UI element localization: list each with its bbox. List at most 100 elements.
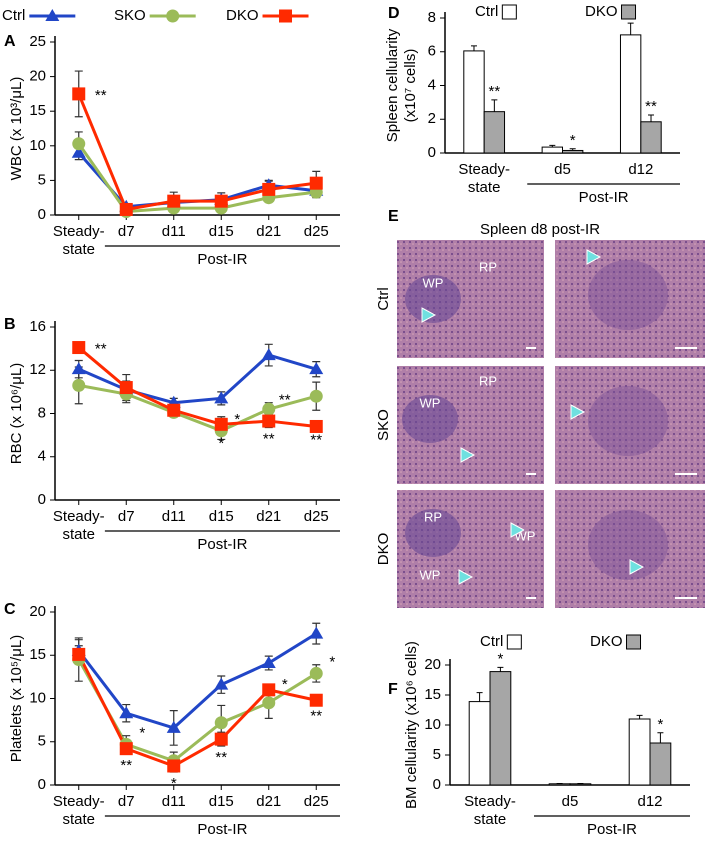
y-axis-label: (x10⁷ cells) bbox=[402, 49, 419, 123]
error-bar bbox=[477, 693, 483, 702]
bar bbox=[641, 122, 661, 153]
white-pulp bbox=[588, 510, 668, 580]
y-axis-label: Platelets (x 10⁵/μL) bbox=[8, 635, 25, 762]
data-point bbox=[72, 137, 85, 150]
y-tick-label: 0 bbox=[428, 144, 436, 161]
data-point bbox=[215, 716, 228, 729]
row-label: DKO bbox=[375, 533, 392, 566]
y-tick-label: 20 bbox=[29, 68, 46, 85]
significance: * bbox=[282, 676, 288, 693]
y-tick-label: 4 bbox=[38, 448, 46, 465]
significance: ** bbox=[310, 432, 322, 449]
region-label: WP bbox=[423, 275, 444, 290]
y-axis-label: Spleen cellularity bbox=[384, 28, 401, 142]
x-tick-label: d15 bbox=[209, 793, 234, 810]
x-tick-label: d25 bbox=[304, 508, 329, 525]
data-point bbox=[309, 627, 323, 639]
error-bar bbox=[471, 46, 477, 51]
x-tick-label: d7 bbox=[118, 793, 135, 810]
data-point bbox=[215, 733, 228, 746]
group-label: Post-IR bbox=[197, 536, 247, 553]
y-tick-label: 5 bbox=[433, 746, 441, 763]
legend-label: Ctrl bbox=[480, 633, 503, 650]
error-bar bbox=[648, 115, 654, 122]
significance: ** bbox=[95, 341, 107, 358]
bar bbox=[620, 35, 640, 153]
data-point bbox=[120, 742, 133, 755]
x-tick-label: Steady-state bbox=[458, 161, 510, 196]
x-tick-label: Steady-state bbox=[464, 793, 516, 828]
legend-label: DKO bbox=[590, 633, 623, 650]
x-tick-label: d25 bbox=[304, 793, 329, 810]
data-point bbox=[72, 648, 85, 661]
panel-label: F bbox=[388, 681, 398, 698]
data-point bbox=[167, 759, 180, 772]
x-tick-label: d11 bbox=[162, 223, 186, 240]
group-label: Post-IR bbox=[587, 821, 637, 838]
row-label: SKO bbox=[375, 409, 392, 441]
significance: ** bbox=[489, 83, 501, 100]
data-point bbox=[262, 696, 275, 709]
panel-label: E bbox=[388, 208, 399, 225]
y-tick-label: 4 bbox=[428, 76, 436, 93]
series-line bbox=[79, 654, 317, 766]
x-tick-label: d11 bbox=[162, 793, 186, 810]
x-tick-label: d21 bbox=[256, 223, 281, 240]
data-point bbox=[72, 341, 85, 354]
panel-label: B bbox=[4, 316, 16, 333]
data-point bbox=[310, 667, 323, 680]
x-tick-label: d7 bbox=[118, 223, 135, 240]
data-point bbox=[310, 390, 323, 403]
legend-label: DKO bbox=[585, 3, 618, 20]
data-point bbox=[310, 694, 323, 707]
error-bar bbox=[637, 715, 643, 719]
data-point bbox=[262, 403, 275, 416]
y-axis-label: WBC (x 10³/μL) bbox=[8, 77, 25, 181]
white-pulp bbox=[588, 260, 668, 330]
x-tick-label: d5 bbox=[554, 161, 571, 178]
data-point bbox=[215, 195, 228, 208]
panel-label: D bbox=[388, 5, 400, 22]
significance: * bbox=[497, 650, 503, 667]
y-tick-label: 5 bbox=[38, 171, 46, 188]
y-axis-label: BM cellularity (x10⁶ cells) bbox=[403, 641, 420, 809]
data-point bbox=[262, 415, 275, 428]
significance: * bbox=[657, 716, 663, 733]
legend-label: Ctrl bbox=[475, 3, 498, 20]
bar bbox=[464, 51, 484, 153]
x-tick-label: d11 bbox=[162, 508, 186, 525]
significance: ** bbox=[310, 708, 322, 725]
group-label: Post-IR bbox=[197, 821, 247, 838]
legend-label: DKO bbox=[226, 7, 259, 24]
x-tick-label: Steady-state bbox=[53, 223, 105, 258]
significance: ** bbox=[120, 757, 132, 774]
group-label: Post-IR bbox=[197, 251, 247, 268]
data-point bbox=[262, 183, 275, 196]
data-point bbox=[167, 195, 180, 208]
legend-swatch bbox=[627, 635, 641, 649]
y-tick-label: 2 bbox=[428, 110, 436, 127]
significance: ** bbox=[95, 87, 107, 104]
x-tick-label: d12 bbox=[637, 793, 662, 810]
y-tick-label: 10 bbox=[29, 689, 46, 706]
bar bbox=[484, 112, 504, 153]
x-tick-label: d15 bbox=[209, 223, 234, 240]
region-label: RP bbox=[479, 373, 497, 388]
significance: * bbox=[329, 654, 335, 671]
data-point bbox=[262, 683, 275, 696]
bar bbox=[563, 150, 583, 153]
significance: * bbox=[171, 775, 177, 792]
y-tick-label: 25 bbox=[29, 33, 46, 50]
y-tick-label: 5 bbox=[38, 733, 46, 750]
y-axis-label: RBC (x 10⁶/μL) bbox=[8, 363, 25, 465]
bar bbox=[490, 672, 511, 785]
legend-label: Ctrl bbox=[2, 7, 25, 24]
data-point bbox=[262, 656, 276, 668]
bar bbox=[542, 147, 562, 153]
y-tick-label: 10 bbox=[29, 137, 46, 154]
bar bbox=[469, 702, 490, 785]
legend-marker bbox=[166, 10, 179, 23]
y-tick-label: 0 bbox=[38, 491, 46, 508]
x-tick-label: d12 bbox=[628, 161, 653, 178]
significance: ** bbox=[263, 431, 275, 448]
